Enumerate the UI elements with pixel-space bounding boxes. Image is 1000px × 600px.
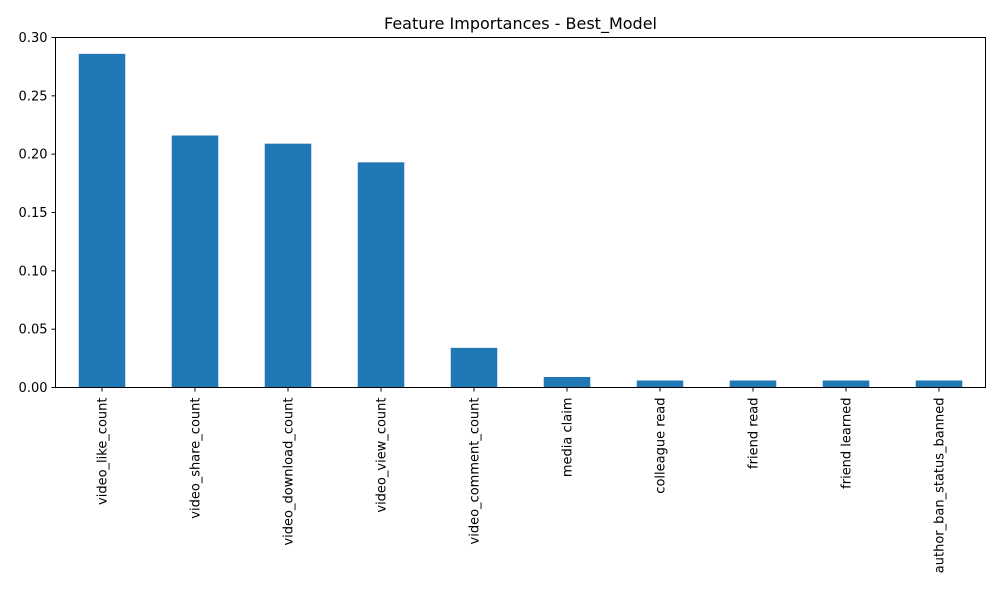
y-tick-label: 0.00 (19, 381, 48, 396)
x-tick-label: video_view_count (375, 398, 390, 513)
x-tick-label: video_like_count (96, 398, 111, 505)
bar (78, 53, 126, 388)
bar (543, 377, 591, 388)
y-tick-label: 0.05 (19, 323, 48, 338)
bar (171, 135, 219, 388)
x-tick-label: media claim (561, 398, 576, 478)
y-axis: 0.00 0.05 0.10 0.15 0.20 0.25 0.30 (19, 31, 56, 396)
x-tick-label: friend read (747, 398, 762, 469)
bar (264, 143, 312, 388)
x-axis: video_like_count video_share_count video_d… (96, 387, 948, 574)
bars-layer (78, 53, 963, 388)
x-tick-label: friend learned (840, 398, 855, 489)
y-tick-label: 0.30 (19, 31, 48, 46)
bar (357, 162, 405, 388)
x-tick-label: author_ban_status_banned (933, 398, 948, 574)
y-tick-label: 0.10 (19, 264, 48, 279)
x-tick-label: video_share_count (189, 398, 204, 519)
y-tick-label: 0.15 (19, 206, 48, 221)
plot-area-frame (55, 37, 986, 388)
bar (915, 380, 963, 388)
bar (822, 380, 870, 388)
bar (450, 347, 498, 388)
y-tick-label: 0.20 (19, 148, 48, 163)
x-tick-label: video_comment_count (468, 398, 483, 545)
chart-title: Feature Importances - Best_Model (384, 14, 657, 34)
x-tick-label: video_download_count (282, 398, 297, 546)
x-tick-label: colleague read (654, 398, 669, 494)
bar (636, 380, 684, 388)
bar (729, 380, 777, 388)
y-tick-label: 0.25 (19, 89, 48, 104)
